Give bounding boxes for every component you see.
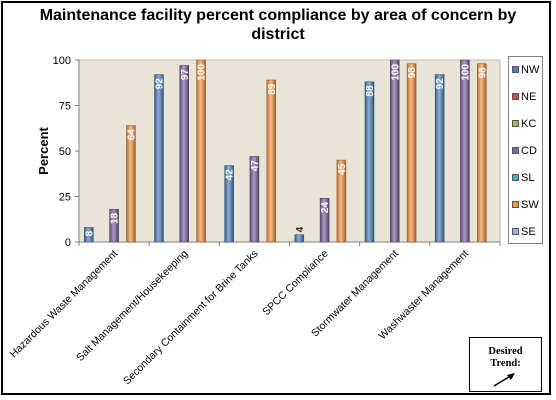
x-tick-label: Hazardous Waste Management bbox=[8, 248, 121, 361]
legend-swatch bbox=[512, 201, 519, 208]
arrow-up-right-icon bbox=[493, 373, 515, 387]
bar-cd bbox=[319, 198, 330, 243]
bar-cd bbox=[390, 59, 400, 243]
bar-nw bbox=[364, 81, 375, 243]
x-tick-label: Secondary Containment for Brine Tanks bbox=[121, 248, 261, 388]
data-label: 45 bbox=[337, 163, 348, 175]
bar-nw bbox=[84, 227, 94, 243]
bar-sw bbox=[196, 59, 206, 243]
legend-label: KC bbox=[521, 118, 537, 130]
chart-title: Maintenance facility percent compliance … bbox=[39, 7, 517, 43]
data-label: 47 bbox=[250, 160, 261, 172]
legend-label: SW bbox=[521, 199, 539, 211]
bar-sw bbox=[126, 125, 136, 243]
bar-cd bbox=[249, 156, 260, 243]
data-label: 64 bbox=[126, 129, 137, 141]
legend-swatch bbox=[512, 147, 519, 154]
y-tick-label: 100 bbox=[53, 55, 71, 67]
data-label: 97 bbox=[180, 69, 191, 81]
legend-label: SL bbox=[521, 172, 535, 184]
data-label: 92 bbox=[435, 78, 446, 90]
bar-nw bbox=[224, 165, 234, 243]
data-label: 18 bbox=[110, 212, 121, 224]
legend-swatch bbox=[512, 66, 519, 73]
desired-trend-box: Desired Trend: bbox=[469, 337, 542, 392]
y-tick-label: 0 bbox=[65, 237, 71, 249]
data-label: 100 bbox=[197, 64, 208, 81]
y-axis-label: Percent bbox=[36, 126, 51, 174]
data-label: 98 bbox=[477, 67, 488, 79]
data-label: 4 bbox=[295, 226, 306, 232]
bar-sw bbox=[336, 159, 347, 243]
legend-swatch bbox=[512, 228, 519, 235]
legend-swatch bbox=[512, 93, 519, 100]
data-label: 8 bbox=[84, 230, 95, 236]
bar-sw bbox=[477, 63, 487, 243]
bar-cd bbox=[109, 208, 119, 243]
bar-nw bbox=[294, 234, 305, 243]
data-label: 24 bbox=[320, 202, 331, 214]
legend-label: SE bbox=[521, 226, 536, 238]
legend-label: CD bbox=[521, 145, 537, 157]
data-label: 42 bbox=[225, 169, 236, 181]
data-label: 100 bbox=[390, 64, 401, 81]
data-label: 98 bbox=[407, 67, 418, 79]
bar-cd bbox=[179, 65, 189, 243]
data-label: 88 bbox=[365, 85, 376, 97]
desired-trend-label: Desired Trend: bbox=[488, 346, 523, 369]
legend-label: NE bbox=[521, 91, 537, 103]
bar-sw bbox=[406, 63, 417, 243]
legend-swatch bbox=[512, 120, 519, 127]
data-label: 92 bbox=[154, 78, 165, 90]
legend: NW NE KC CD SL SW SE bbox=[508, 56, 543, 244]
legend-swatch bbox=[512, 174, 519, 181]
bar-nw bbox=[434, 74, 445, 243]
legend-label: NW bbox=[521, 64, 540, 76]
y-tick-label: 25 bbox=[59, 192, 71, 204]
data-label: 100 bbox=[460, 64, 471, 81]
bar-sw bbox=[266, 79, 277, 243]
axes: 0 25 50 75 100 bbox=[53, 55, 501, 249]
x-tick-label: Salt Management/Housekeeping bbox=[74, 248, 190, 364]
y-tick-label: 75 bbox=[59, 101, 71, 113]
data-label: 89 bbox=[267, 83, 278, 95]
bar-labels: 8 18 64 92 97 100 42 47 89 4 24 45 88 100 98 92 100 98 bbox=[84, 64, 488, 237]
plot-area bbox=[78, 59, 501, 243]
bars bbox=[84, 59, 487, 243]
bar-nw bbox=[154, 74, 164, 243]
x-tick-label: SPCC Compliance bbox=[260, 248, 330, 318]
bar-cd bbox=[460, 59, 470, 243]
y-tick-label: 50 bbox=[59, 146, 71, 158]
